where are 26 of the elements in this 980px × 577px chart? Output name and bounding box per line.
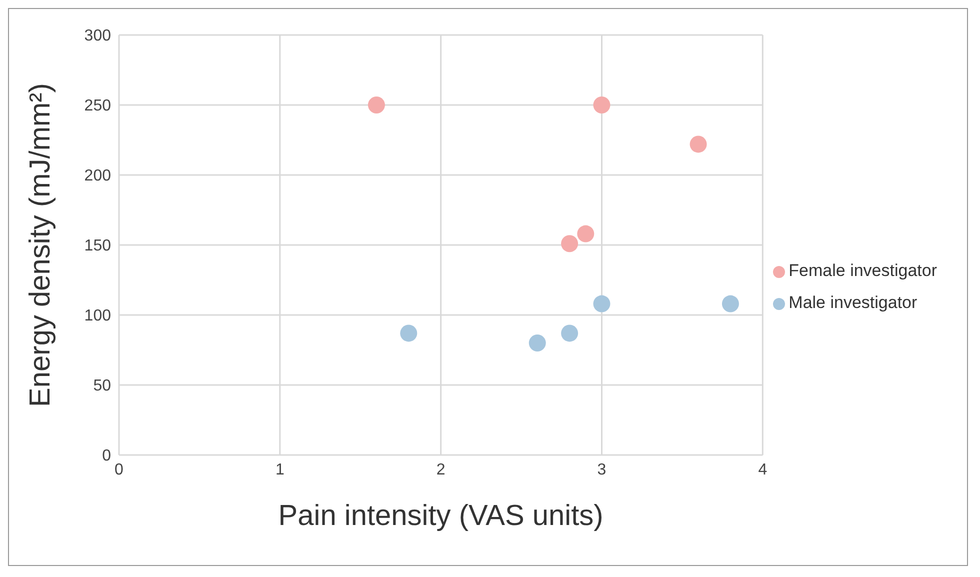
point [577,225,594,242]
legend-label: Male investigator [788,293,918,312]
point [561,324,578,342]
x-tick-label: 1 [275,461,284,478]
x-tick-label: 4 [758,461,768,478]
point [722,295,739,312]
point [400,324,418,342]
x-tick-label: 0 [114,461,124,478]
y-tick-label: 50 [93,378,112,395]
y-tick-label: 250 [84,98,112,115]
y-tick-label: 0 [102,448,112,465]
x-axis-title: Pain intensity (VAS units) [278,500,604,532]
point [593,96,610,114]
x-tick-label: 2 [436,461,446,478]
legend-label: Female investigator [788,261,937,280]
y-tick-label: 300 [84,28,112,45]
point [593,295,610,312]
point [561,235,578,252]
point [368,96,385,114]
point [690,136,707,153]
y-tick-label: 200 [84,168,112,185]
x-tick-label: 3 [597,461,606,478]
point [528,334,546,352]
y-tick-label: 150 [84,238,112,255]
y-axis-title: Energy density (mJ/mm²) [24,83,56,407]
y-tick-label: 100 [84,308,112,325]
